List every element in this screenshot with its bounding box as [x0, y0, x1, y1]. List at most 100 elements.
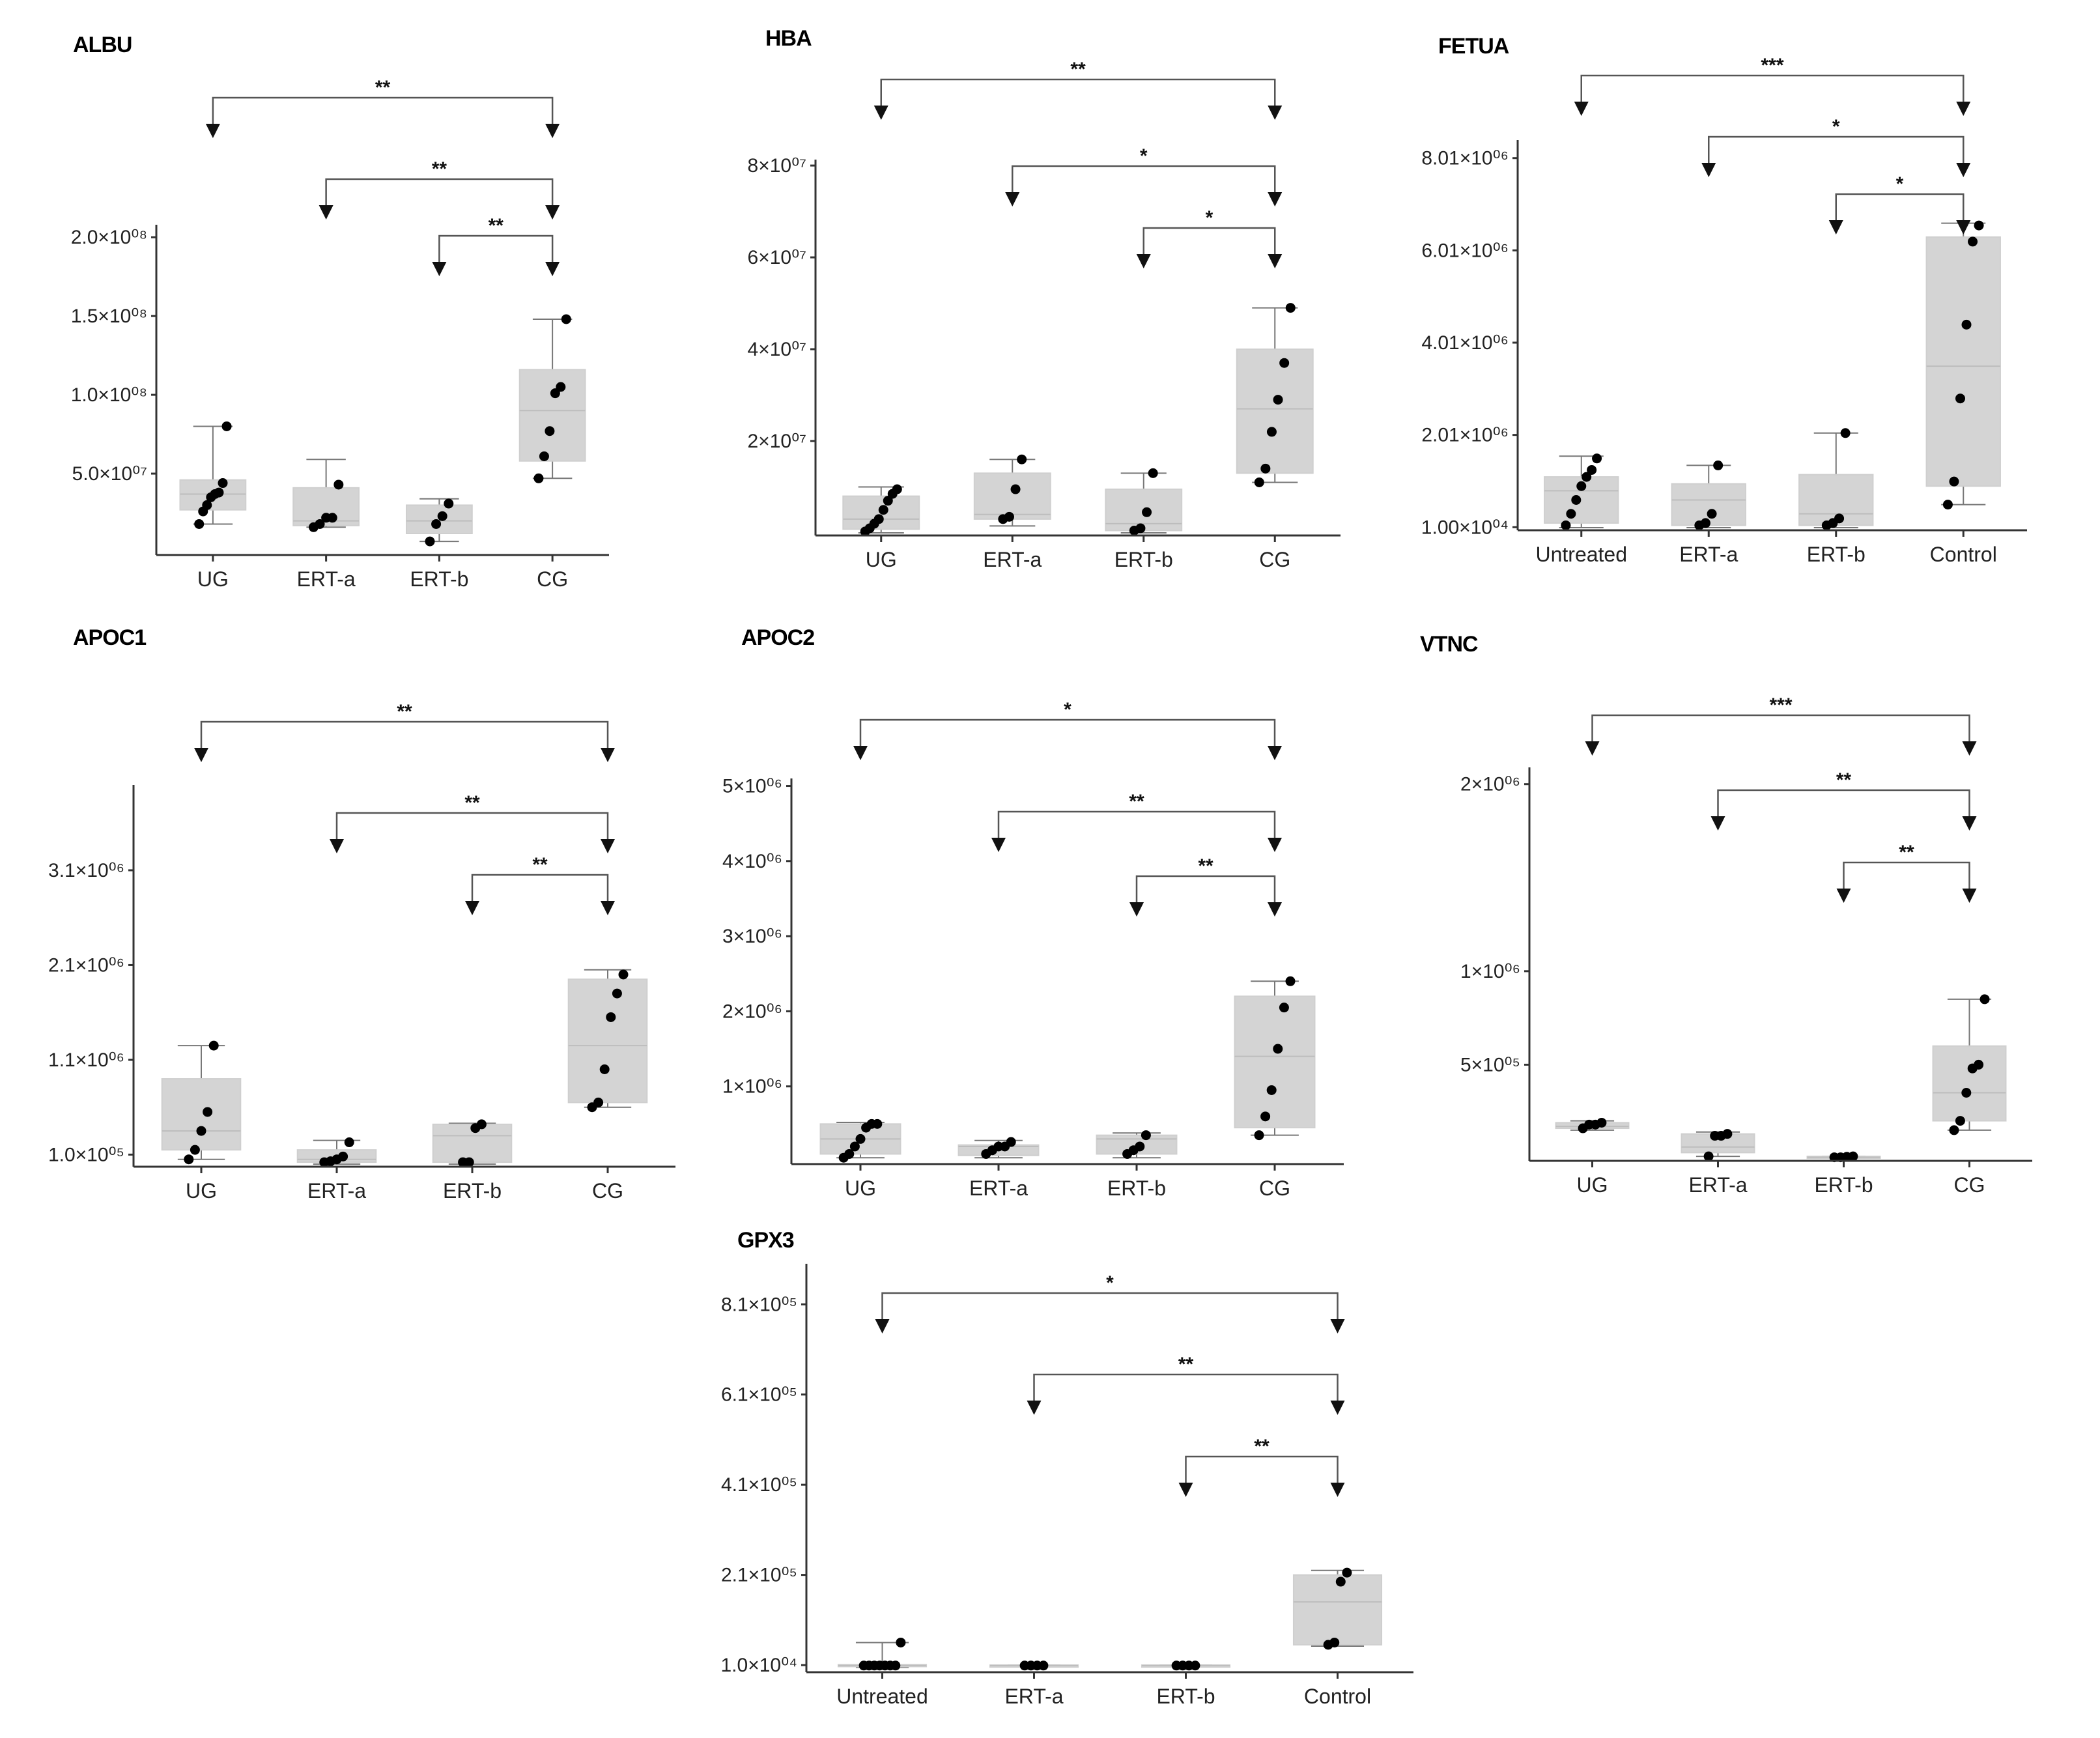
bracket-line: [1708, 135, 1965, 163]
bracket-line: [212, 96, 554, 124]
data-point: [1004, 511, 1014, 522]
box-group-ert-b: [1806, 1151, 1881, 1163]
bracket-line: [1717, 789, 1970, 816]
data-point: [1279, 1003, 1289, 1013]
data-point: [333, 479, 344, 490]
data-point: [1968, 236, 1978, 247]
significance-bracket: *: [1828, 173, 1971, 235]
bracket-line: [200, 720, 609, 748]
significance-bracket: **: [432, 215, 560, 276]
x-tick-label: ERT-a: [983, 548, 1042, 571]
data-point: [1722, 1129, 1733, 1139]
bracket-arrow-icon: [1268, 902, 1282, 917]
data-point: [533, 473, 544, 483]
significance-label: *: [1206, 207, 1213, 229]
data-point: [539, 451, 549, 461]
data-point: [606, 1012, 616, 1022]
y-tick-label: 2.01×10⁰⁶: [1421, 425, 1509, 446]
bracket-line: [325, 178, 554, 205]
data-point: [1335, 1576, 1346, 1587]
x-tick-label: ERT-b: [1156, 1685, 1215, 1708]
data-point: [218, 478, 228, 489]
box-iqr: [518, 369, 586, 462]
data-point: [444, 498, 454, 509]
box-iqr: [1292, 1574, 1383, 1645]
x-tick-label: ERT-a: [969, 1176, 1028, 1200]
x-tick-label: Untreated: [836, 1685, 928, 1708]
y-tick-label: 1×10⁰⁶: [1460, 961, 1520, 982]
significance-label: *: [1106, 1272, 1114, 1294]
significance-bracket: *: [1701, 116, 1971, 177]
data-point: [1266, 1085, 1277, 1095]
data-point: [1961, 319, 1972, 330]
panel-title: ALBU: [73, 33, 132, 57]
significance-label: **: [1899, 842, 1914, 863]
y-tick-label: 5.0×10⁰⁷: [72, 463, 147, 485]
bracket-arrow-icon: [1136, 254, 1151, 268]
y-tick-label: 2×10⁰⁶: [722, 1001, 782, 1022]
significance-bracket: ***: [1574, 55, 1971, 116]
data-point: [618, 969, 629, 980]
x-tick-label: ERT-b: [1107, 1176, 1166, 1200]
y-tick-label: 5×10⁰⁵: [1460, 1054, 1520, 1076]
box-group-ug: [842, 484, 920, 537]
significance-bracket: *: [875, 1272, 1345, 1333]
data-point: [1273, 395, 1283, 405]
panel-apoc1: APOC1 1.0×10⁰⁵ 1.1×10⁰⁶ 2.1×10⁰⁶ 3.1×10⁰⁶ UG E…: [48, 625, 675, 1203]
significance-label: **: [464, 792, 480, 814]
bracket-line: [1580, 74, 1965, 102]
bracket-arrow-icon: [601, 901, 615, 915]
significance-bracket: **: [1710, 769, 1977, 831]
significance-label: ***: [1769, 694, 1792, 716]
bracket-arrow-icon: [1828, 220, 1843, 235]
data-point: [855, 1133, 866, 1144]
significance-label: ***: [1761, 55, 1783, 76]
bracket-arrow-icon: [319, 205, 333, 220]
data-point: [599, 1064, 610, 1074]
box-group-control: [1292, 1567, 1383, 1650]
box-group-ert-b: [405, 498, 473, 547]
bracket-arrow-icon: [1956, 163, 1971, 177]
y-tick-label: 6.01×10⁰⁶: [1421, 240, 1509, 261]
bracket-arrow-icon: [1268, 254, 1283, 268]
panel-title: GPX3: [737, 1228, 794, 1253]
box-group-ert-b: [1798, 428, 1874, 530]
panel-fetua: FETUA 1.00×10⁰⁴ 2.01×10⁰⁶ 4.01×10⁰⁶ 6.01×10⁰…: [1421, 34, 2027, 566]
data-point: [194, 519, 205, 529]
bracket-arrow-icon: [601, 839, 615, 853]
x-tick-label: ERT-a: [1679, 543, 1738, 566]
bracket-arrow-icon: [1962, 741, 1977, 756]
bracket-arrow-icon: [545, 124, 560, 138]
data-point: [1135, 523, 1146, 534]
box-iqr: [567, 978, 648, 1104]
significance-bracket: **: [205, 77, 560, 138]
bracket-arrow-icon: [432, 262, 447, 276]
data-point: [1571, 495, 1582, 506]
data-point: [184, 1154, 194, 1165]
y-tick-label: 2.1×10⁰⁶: [48, 954, 124, 976]
data-point: [1974, 1059, 1984, 1070]
panel-title: VTNC: [1420, 632, 1478, 657]
data-point: [208, 1040, 219, 1051]
bracket-arrow-icon: [1268, 192, 1283, 207]
box-iqr: [1925, 236, 2001, 487]
data-point: [545, 426, 555, 436]
data-point: [344, 1137, 354, 1148]
data-point: [1266, 427, 1277, 437]
panel-title: APOC1: [73, 625, 146, 650]
significance-label: **: [532, 854, 548, 876]
y-tick-label: 1×10⁰⁶: [722, 1076, 782, 1098]
data-point: [202, 500, 212, 510]
bracket-arrow-icon: [1330, 1401, 1345, 1415]
data-point: [1592, 453, 1602, 464]
data-point: [203, 1107, 213, 1117]
significance-bracket: **: [1027, 1354, 1345, 1415]
bracket-arrow-icon: [1027, 1401, 1042, 1415]
bracket-arrow-icon: [1956, 220, 1971, 235]
y-tick-label: 8.1×10⁰⁵: [721, 1294, 797, 1315]
significance-label: **: [375, 77, 391, 98]
significance-label: **: [1254, 1436, 1270, 1457]
significance-bracket: **: [319, 158, 560, 220]
data-point: [1700, 518, 1710, 528]
x-tick-label: ERT-a: [1004, 1685, 1063, 1708]
